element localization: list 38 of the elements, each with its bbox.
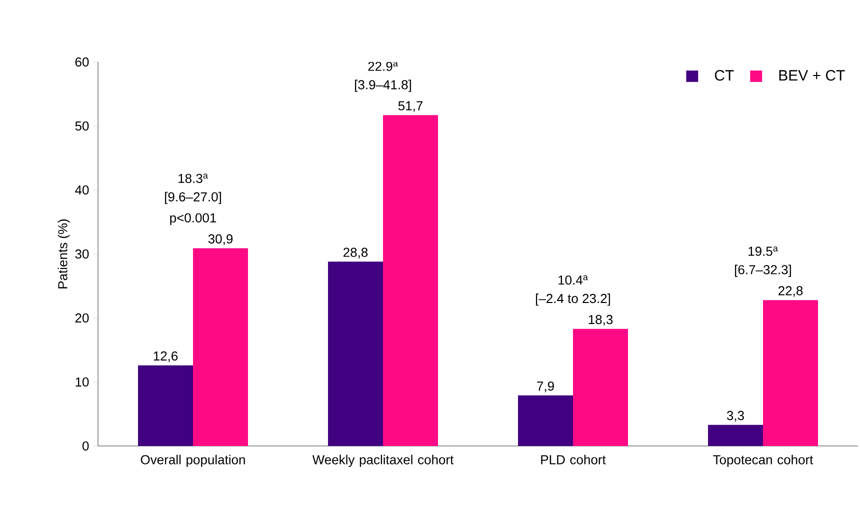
data-label: 28,8: [344, 248, 368, 258]
bar: [138, 365, 194, 446]
y-tick-label: 20: [75, 313, 89, 323]
y-tick-label: 0: [82, 441, 89, 451]
data-label: 30,9: [208, 234, 233, 246]
annotation: [3.9–41.8]: [355, 80, 411, 92]
data-label: 22,8: [778, 286, 803, 297]
annotation: [6.7–32.3]: [735, 264, 791, 277]
legend-label: CT: [714, 70, 734, 81]
annotation: 10.4$^{a}$: [558, 275, 588, 285]
annotation: [–2.4 to 23.2]: [536, 294, 610, 306]
x-tick-label: Overall population: [140, 454, 245, 467]
x-tick-label: Weekly paclitaxel cohort: [312, 454, 454, 467]
bar: [518, 395, 573, 446]
data-label: 3,3: [726, 410, 744, 422]
data-label: 12,6: [154, 351, 178, 362]
bar: [193, 248, 248, 446]
annotation: p<0.001: [170, 213, 216, 226]
y-tick-label: 10: [76, 377, 89, 387]
bar: [383, 115, 438, 446]
x-tick-label: Topotecan cohort: [713, 454, 814, 467]
bar: [573, 328, 628, 446]
y-tick-label: 30: [75, 249, 89, 259]
x-tick-label: PLD cohort: [541, 454, 606, 464]
annotation: 19.5$^{a}$: [748, 246, 778, 256]
y-tick-label: 50: [75, 121, 89, 131]
y-tick-label: 60: [75, 57, 89, 67]
bar: [328, 262, 384, 446]
data-label: 51,7: [398, 101, 422, 112]
y-axis-title: Patients (%): [58, 219, 70, 288]
bar: [708, 424, 763, 446]
y-tick-label: 40: [75, 185, 89, 195]
annotation: 18.3$^{a}$: [178, 174, 208, 184]
data-label: 7,9: [537, 381, 554, 392]
data-label: 18,3: [588, 314, 613, 326]
annotation: [9.6–27.0]: [165, 192, 221, 204]
bar: [762, 300, 818, 446]
legend-label: BEV + CT: [779, 70, 845, 81]
